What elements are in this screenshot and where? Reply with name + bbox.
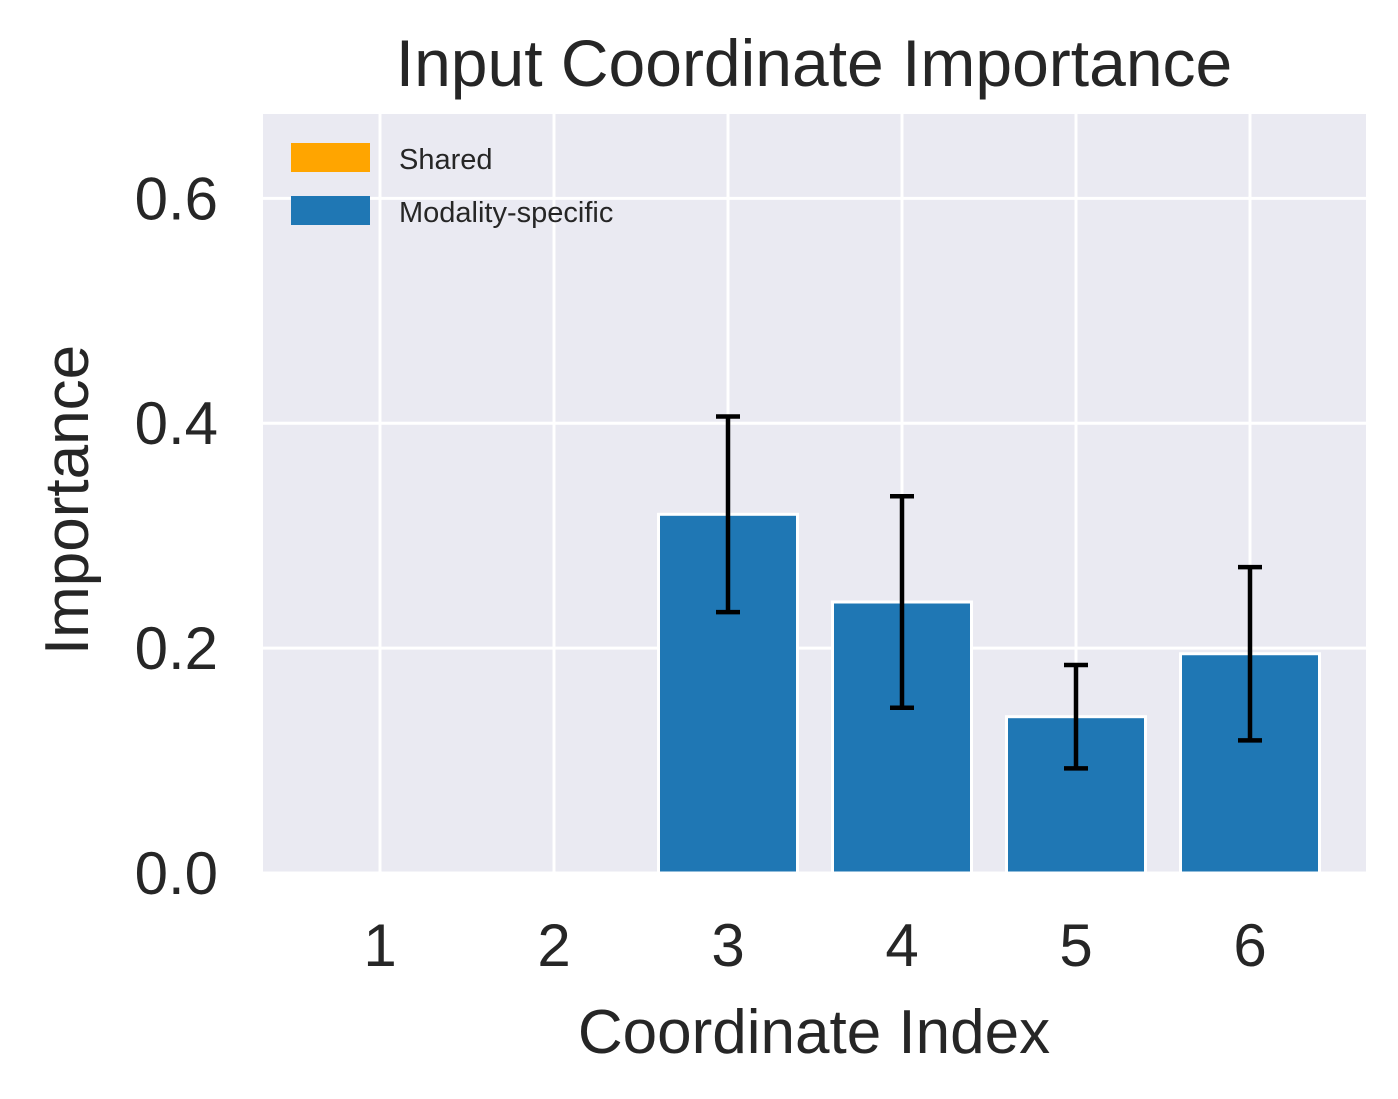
error-bar-5 (1064, 662, 1088, 771)
error-bar-3 (716, 414, 740, 615)
x-axis-ticks: 1 2 3 4 5 6 (363, 912, 1266, 979)
y-tick-label-0: 0.0 (135, 840, 218, 907)
legend: Shared Modality-specific (291, 143, 613, 229)
x-tick-label-1: 1 (363, 912, 396, 979)
legend-label-shared: Shared (399, 144, 493, 176)
error-bar-4 (890, 494, 914, 710)
y-axis-ticks: 0.0 0.2 0.4 0.6 (135, 165, 218, 907)
x-tick-label-6: 6 (1233, 912, 1266, 979)
x-tick-label-2: 2 (537, 912, 570, 979)
legend-label-modality-specific: Modality-specific (399, 197, 613, 229)
y-axis-label: Importance (33, 345, 102, 655)
chart-title: Input Coordinate Importance (396, 26, 1233, 100)
error-bars (716, 414, 1262, 771)
y-tick-label-1: 0.2 (135, 615, 218, 682)
x-axis-label: Coordinate Index (578, 998, 1050, 1067)
y-tick-label-3: 0.6 (135, 165, 218, 232)
y-tick-label-2: 0.4 (135, 390, 218, 457)
legend-swatch-modality-specific (291, 196, 370, 225)
x-tick-label-5: 5 (1059, 912, 1092, 979)
x-tick-label-3: 3 (711, 912, 744, 979)
legend-swatch-shared (291, 143, 370, 172)
bar-modality-specific-4 (831, 600, 973, 875)
x-tick-label-4: 4 (885, 912, 918, 979)
error-bar-6 (1238, 564, 1262, 743)
